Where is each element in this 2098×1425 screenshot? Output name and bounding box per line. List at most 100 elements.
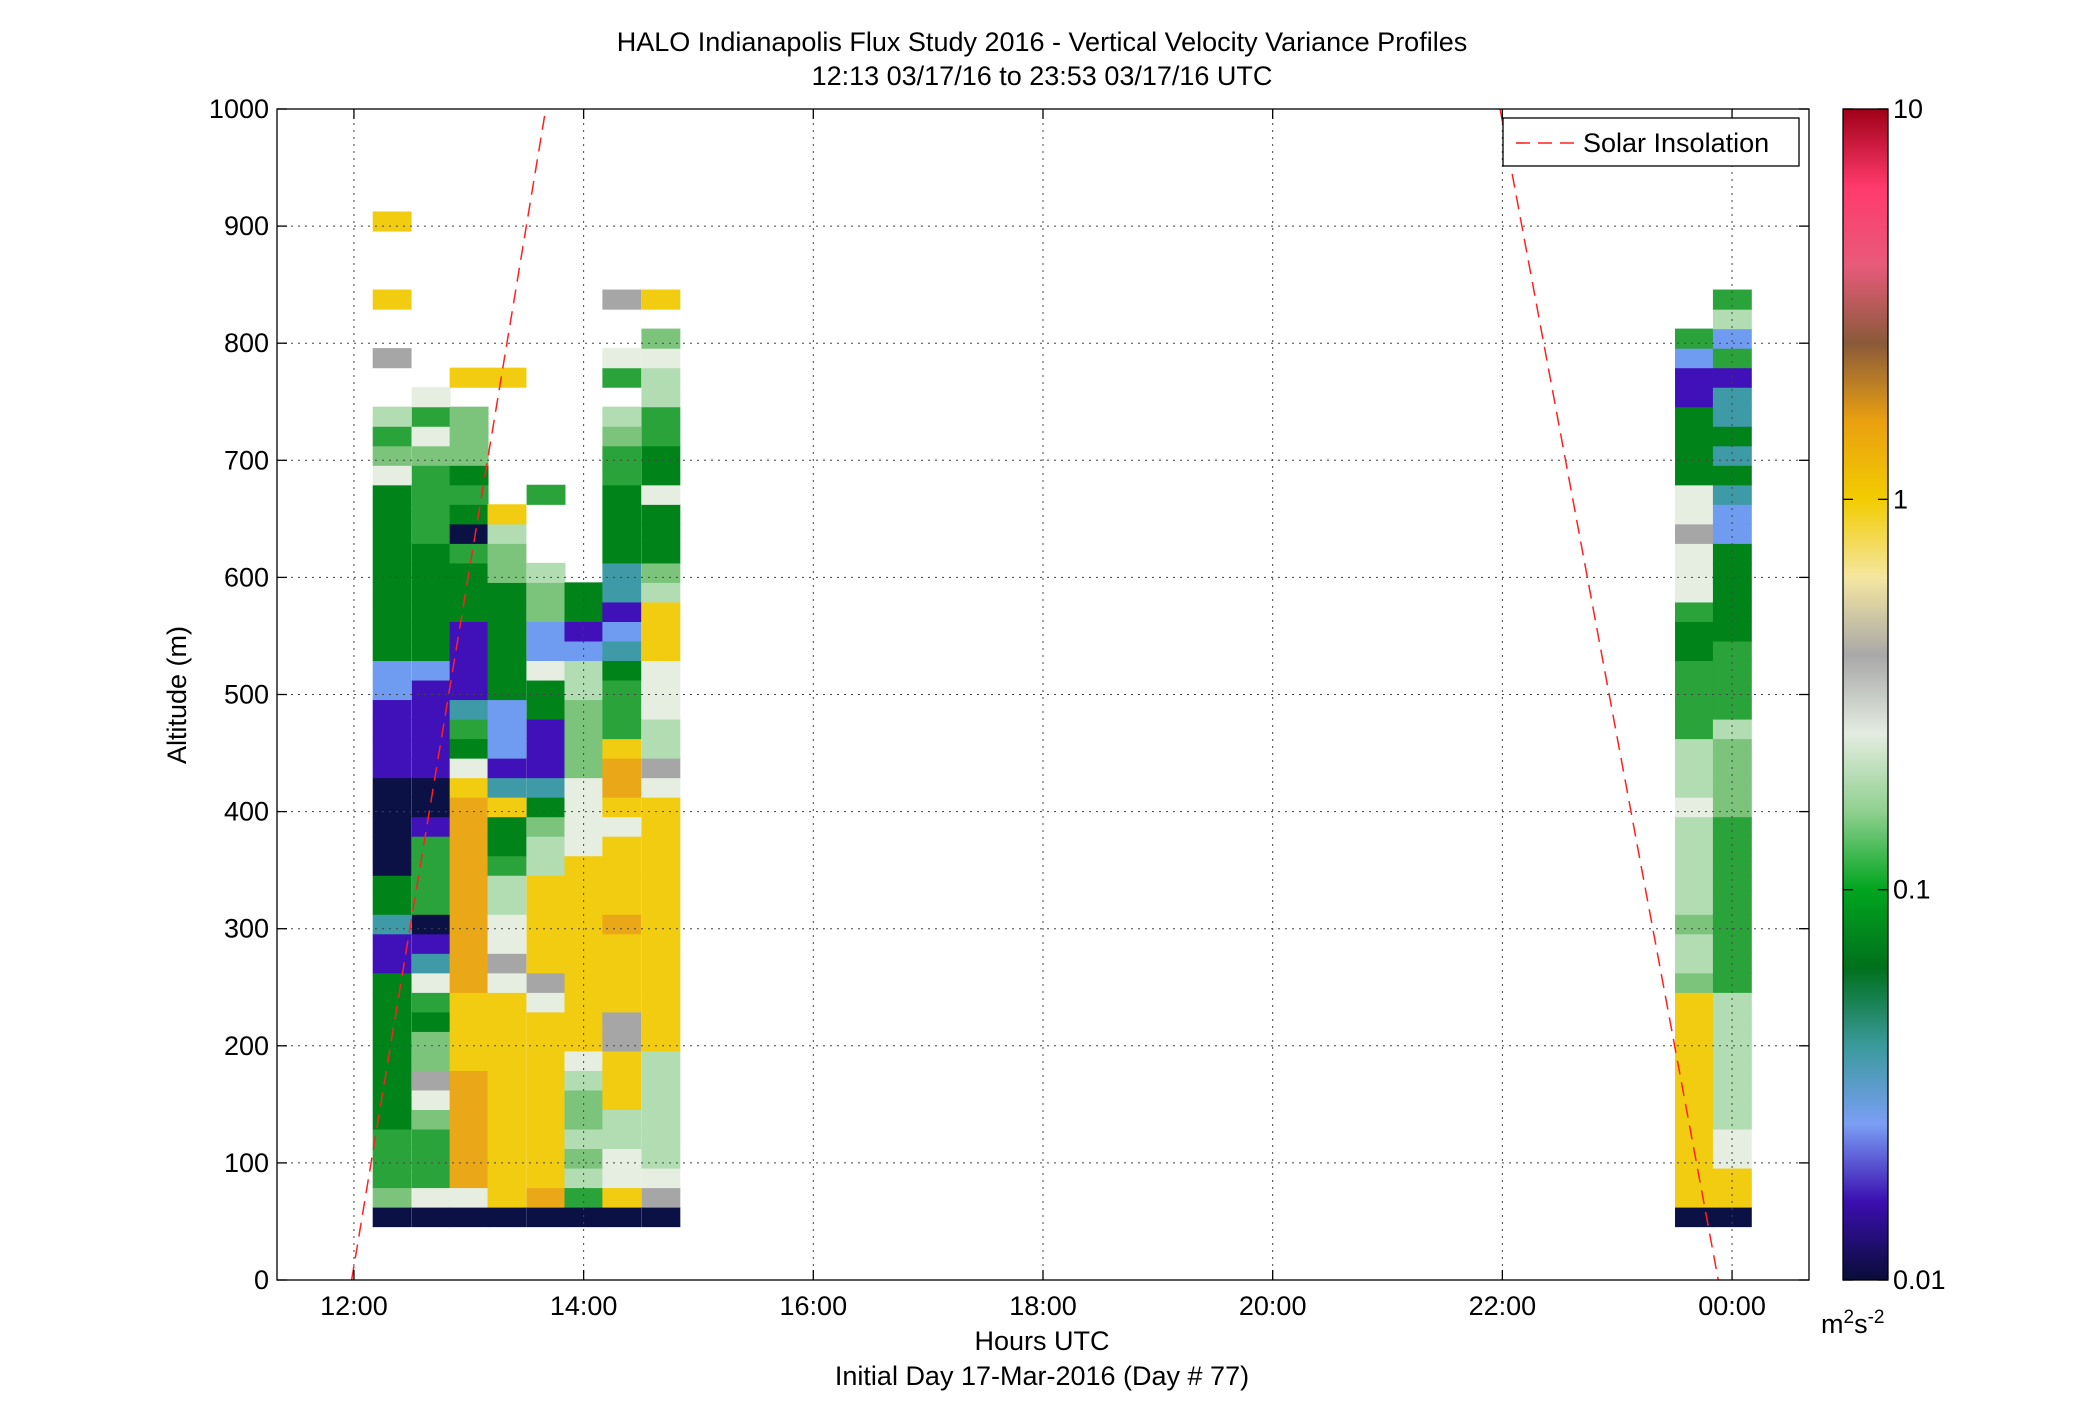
heatmap-cell-4-3 (526, 1148, 566, 1169)
heatmap-cell-7-44 (641, 348, 681, 369)
heatmap-cell-3-32 (487, 582, 527, 603)
heatmap-cell-8-42 (1675, 387, 1714, 408)
heatmap-cell-7-7 (641, 1070, 681, 1091)
heatmap-cell-8-36 (1675, 504, 1714, 525)
heatmap-cell-4-8 (526, 1050, 566, 1071)
heatmap-cell-2-37 (449, 484, 489, 505)
heatmap-cell-0-22 (372, 777, 412, 798)
heatmap-cell-1-37 (411, 484, 451, 505)
heatmap-cell-9-35 (1712, 523, 1752, 544)
heatmap-cell-5-19 (564, 836, 604, 857)
heatmap-cell-1-35 (411, 523, 451, 544)
heatmap-cell-7-6 (641, 1089, 681, 1110)
heatmap-cell-1-41 (411, 406, 451, 427)
x-axis-ticks: 12:00 14:00 16:00 18:00 20:00 22:00 00:00 (320, 109, 1766, 1321)
heatmap-cell-9-20 (1712, 816, 1752, 837)
heatmap-cell-3-14 (487, 933, 527, 954)
heatmap-cell-7-32 (641, 582, 681, 603)
heatmap-cell-7-31 (641, 601, 681, 622)
heatmap-cell-6-8 (602, 1050, 642, 1071)
heatmap-cell-1-42 (411, 387, 451, 408)
heatmap-cell-8-22 (1675, 777, 1714, 798)
heatmap-cell-3-21 (487, 797, 527, 818)
heatmap-cell-2-7 (449, 1070, 489, 1091)
heatmap-cell-5-3 (564, 1148, 604, 1169)
heatmap-cell-2-32 (449, 582, 489, 603)
heatmap-cell-7-33 (641, 562, 681, 583)
heatmap-cell-8-11 (1675, 992, 1714, 1013)
heatmap-cell-7-2 (641, 1167, 681, 1189)
heatmap-cell-8-27 (1675, 679, 1714, 701)
heatmap-cell-8-40 (1675, 426, 1714, 447)
heatmap-cell-6-33 (602, 562, 642, 583)
heatmap-cell-9-34 (1712, 543, 1752, 564)
heatmap-cell-6-35 (602, 523, 642, 544)
heatmap-cell-7-40 (641, 426, 681, 447)
heatmap-cell-9-41 (1712, 406, 1752, 427)
heatmap-cell-8-17 (1675, 875, 1714, 896)
heatmap-cell-6-30 (602, 621, 642, 642)
heatmap-cell-2-24 (449, 738, 489, 759)
heatmap-cell-8-4 (1675, 1128, 1714, 1150)
heatmap-cell-1-4 (411, 1128, 451, 1150)
heatmap-cell-4-1 (526, 1187, 566, 1208)
heatmap-cell-8-29 (1675, 640, 1714, 662)
heatmap-cell-0-24 (372, 738, 412, 759)
heatmap-cell-5-22 (564, 777, 604, 798)
heatmap-cell-2-15 (449, 914, 489, 935)
heatmap-cell-8-15 (1675, 914, 1714, 935)
heatmap-cell-0-8 (372, 1050, 412, 1071)
heatmap-cell-4-32 (526, 582, 566, 603)
heatmap-cell-0-19 (372, 836, 412, 857)
heatmap-cell-2-3 (449, 1148, 489, 1169)
heatmap-cell-1-9 (411, 1031, 451, 1052)
heatmap-cell-1-25 (411, 718, 451, 740)
heatmap-cell-6-18 (602, 855, 642, 876)
heatmap-cell-1-33 (411, 562, 451, 583)
heatmap-cell-7-1 (641, 1187, 681, 1208)
heatmap-cell-0-47 (372, 289, 412, 310)
x-tick-label-6: 00:00 (1698, 1291, 1766, 1321)
heatmap-cell-7-18 (641, 855, 681, 876)
heatmap-cell-0-28 (372, 660, 412, 681)
heatmap-cell-9-8 (1712, 1050, 1752, 1071)
heatmap-cell-0-51 (372, 211, 412, 232)
heatmap-cell-7-21 (641, 797, 681, 818)
heatmap-cell-2-31 (449, 601, 489, 622)
heatmap-cell-8-26 (1675, 699, 1714, 720)
heatmap-cell-7-15 (641, 914, 681, 935)
heatmap-cell-8-0 (1675, 1207, 1714, 1228)
heatmap-cell-0-16 (372, 894, 412, 915)
heatmap-cell-2-29 (449, 640, 489, 662)
x-tick-label-5: 22:00 (1469, 1291, 1537, 1321)
heatmap-cell-2-41 (449, 406, 489, 427)
heatmap-cell-1-12 (411, 972, 451, 993)
heatmap-cell-9-0 (1712, 1207, 1752, 1228)
heatmap-cell-8-21 (1675, 797, 1714, 818)
heatmap-cell-3-13 (487, 953, 527, 974)
heatmap-cell-9-24 (1712, 738, 1752, 759)
heatmap-cell-8-35 (1675, 523, 1714, 544)
heatmap-cell-8-8 (1675, 1050, 1714, 1071)
y-tick-label-2: 200 (224, 1031, 269, 1061)
heatmap-cell-6-40 (602, 426, 642, 447)
heatmap-cell-5-2 (564, 1167, 604, 1189)
heatmap-cell-3-17 (487, 875, 527, 896)
heatmap-cell-2-20 (449, 816, 489, 837)
heatmap-cell-8-25 (1675, 718, 1714, 740)
heatmap-cell-4-27 (526, 679, 566, 701)
heatmap-cell-0-1 (372, 1187, 412, 1208)
heatmap-cell-7-16 (641, 894, 681, 915)
heatmap-cell-0-7 (372, 1070, 412, 1091)
heatmap-cell-4-14 (526, 933, 566, 954)
heatmap-cell-0-6 (372, 1089, 412, 1110)
heatmap-cell-6-29 (602, 640, 642, 662)
heatmap-cell-9-1 (1712, 1187, 1752, 1208)
heatmap-cell-9-12 (1712, 972, 1752, 993)
heatmap-cell-5-21 (564, 797, 604, 818)
heatmap-cell-4-13 (526, 953, 566, 974)
colorbar-ticks: 0.01 0.1 1 10 (1843, 94, 1946, 1295)
heatmap-cell-2-39 (449, 445, 489, 466)
heatmap-cell-0-26 (372, 699, 412, 720)
